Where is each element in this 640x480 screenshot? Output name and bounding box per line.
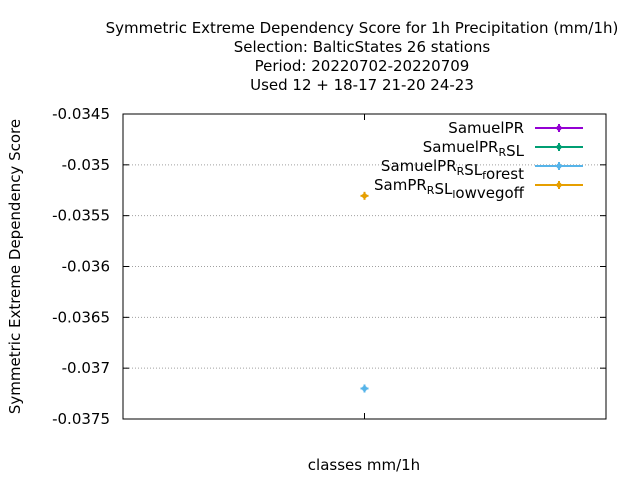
y-tick-label: -0.0345 [52,105,110,123]
legend-marker [555,162,563,170]
legend-marker [555,143,563,151]
title-line: Selection: BalticStates 26 stations [234,38,491,56]
legend-label: SamuelPRRSLforest [381,157,524,183]
legend-label: SamuelPRRSL [423,138,525,160]
data-point-marker [360,191,369,200]
y-tick-label: -0.0355 [52,207,110,225]
y-axis-label: Symmetric Extreme Dependency Score [6,119,24,414]
title-line: Period: 20220702-20220709 [255,57,470,75]
y-tick-label: -0.0365 [52,308,110,326]
data-points [360,191,369,393]
legend-label: SamuelPR [448,119,524,137]
y-axis: -0.0345 -0.035 -0.0355 -0.036 -0.0365 -0.037 -… [52,105,606,428]
grid [123,164,606,369]
legend-label: SamPRRSLlowvegoff [374,176,525,202]
y-tick-label: -0.037 [62,359,110,377]
legend-marker [555,181,563,189]
y-tick-label: -0.036 [62,258,110,276]
title-line: Symmetric Extreme Dependency Score for 1… [106,19,619,37]
y-tick-label: -0.035 [62,156,110,174]
data-point [360,384,369,393]
chart-title: Symmetric Extreme Dependency Score for 1… [106,19,619,94]
y-tick-label: -0.0375 [52,410,110,428]
legend-marker [555,124,563,132]
title-line: Used 12 + 18-17 21-20 24-23 [250,76,474,94]
x-axis-label: classes mm/1h [308,456,420,474]
legend: SamuelPRSamuelPRRSLSamuelPRRSLforestSamP… [374,119,583,202]
